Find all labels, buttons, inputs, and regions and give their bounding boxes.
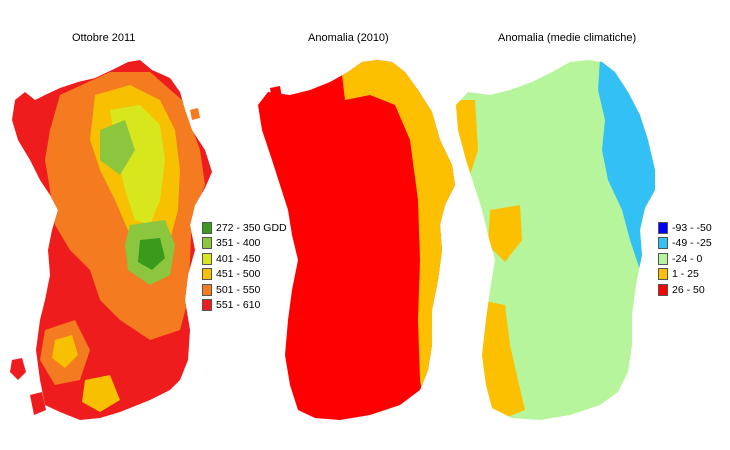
legend-row: -49 - -25 [658,236,712,252]
map-title-anomaly-2010: Anomalia (2010) [308,32,389,44]
legend-label: 551 - 610 [216,299,261,312]
legend-label: 451 - 500 [216,268,261,281]
legend-swatch [658,221,668,234]
legend-label: 401 - 450 [216,252,261,265]
legend-swatch [202,252,212,265]
legend-row: 451 - 500 [202,267,287,283]
legend-row: 351 - 400 [202,236,287,252]
map-title-october: Ottobre 2011 [72,32,136,44]
legend-swatch [658,283,668,296]
legend-label: -24 - 0 [672,252,703,265]
legend-october: 272 - 350 GDD 351 - 400 401 - 450 451 - … [202,220,287,313]
legend-label: -93 - -50 [672,221,712,234]
legend-row: 26 - 50 [658,282,712,298]
legend-label: -49 - -25 [672,237,712,250]
legend-row: -93 - -50 [658,220,712,236]
legend-swatch [202,221,212,234]
legend-label: 1 - 25 [672,268,699,281]
legend-swatch [658,252,668,265]
legend-row: -24 - 0 [658,251,712,267]
legend-swatch [658,237,668,250]
legend-swatch [202,283,212,296]
legend-label: 26 - 50 [672,283,705,296]
legend-label: 272 - 350 GDD [216,221,287,234]
legend-row: 272 - 350 GDD [202,220,287,236]
map-title-anomaly-climate: Anomalia (medie climatiche) [498,32,637,44]
legend-label: 501 - 550 [216,283,261,296]
legend-swatch [202,237,212,250]
legend-swatch [202,299,212,312]
legend-label: 351 - 400 [216,237,261,250]
legend-anomaly-climate: -93 - -50 -49 - -25 -24 - 0 1 - 25 26 - … [658,220,712,298]
legend-row: 501 - 550 [202,282,287,298]
legend-row: 551 - 610 [202,298,287,314]
legend-row: 401 - 450 [202,251,287,267]
legend-row: 1 - 25 [658,267,712,283]
legend-swatch [202,268,212,281]
legend-swatch [658,268,668,281]
